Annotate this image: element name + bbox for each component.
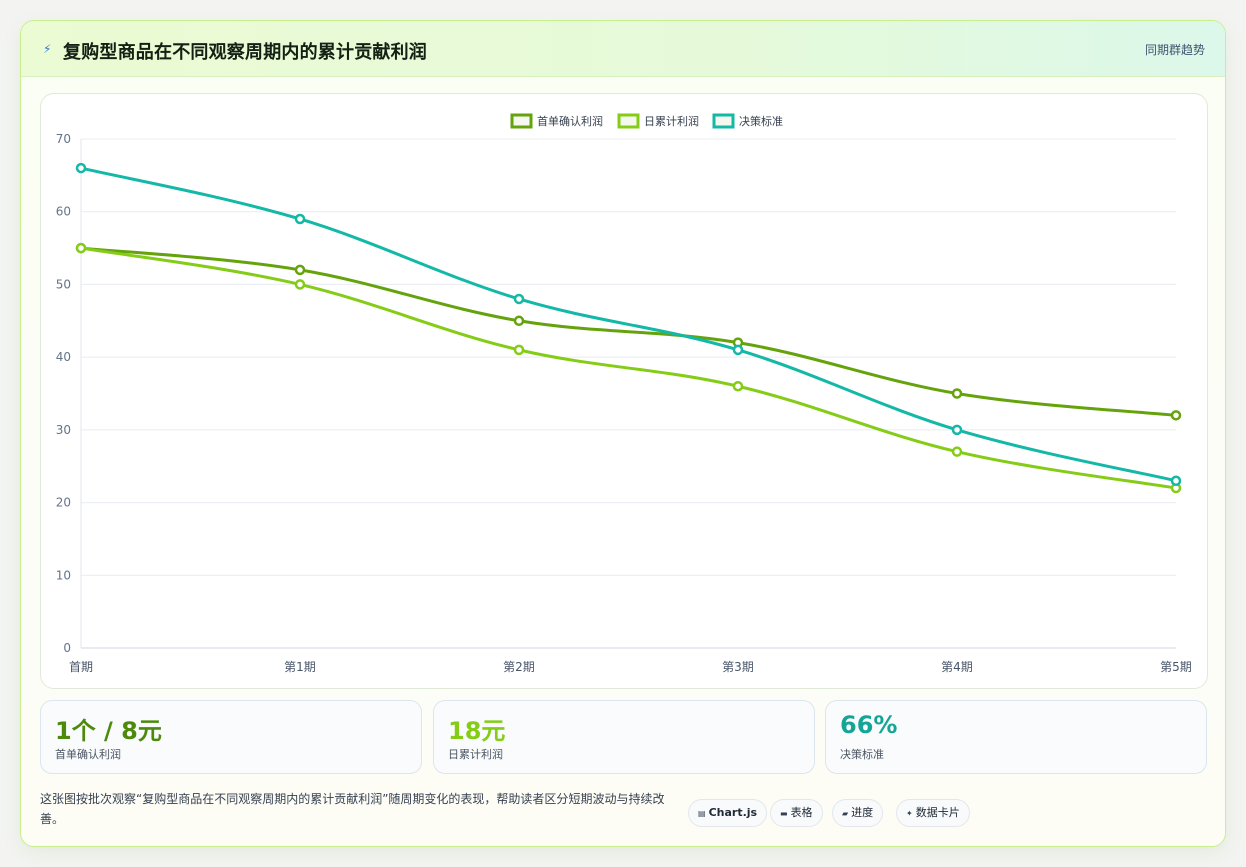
lightning-icon: ⚡ (43, 42, 52, 56)
chip-label: 进度 (851, 806, 874, 819)
data-point (732, 380, 744, 392)
data-point (951, 446, 963, 457)
stat-card-first-order: 1个 / 8元 首单确认利润 (40, 700, 422, 774)
x-tick-label: 第4期 (941, 660, 973, 674)
x-tick-label: 第3期 (722, 660, 754, 674)
chip-progress[interactable]: ▰ 进度 (832, 799, 884, 827)
data-point (294, 213, 306, 225)
legend-label: 日累计利润 (644, 114, 699, 128)
table-icon: ▬ (780, 809, 788, 818)
stat-card-daily: 18元 日累计利润 (433, 700, 815, 774)
x-tick-label: 第1期 (284, 660, 316, 674)
stat-value: 1个 / 8元 (55, 717, 162, 745)
y-tick-label: 10 (56, 568, 71, 582)
chip-table[interactable]: ▬ 表格 (770, 799, 823, 827)
series-line-3 (79, 166, 1178, 483)
chart-panel: 0 10 20 30 40 50 60 70 首期 第1期 第2期 第3期 第4期 第5期 首单确认利润 日累… (40, 93, 1208, 689)
data-point (513, 315, 525, 327)
stat-label: 决策标准 (840, 748, 884, 761)
card-header: ⚡ 复购型商品在不同观察周期内的累计贡献利润 同期群趋势 (21, 21, 1225, 77)
x-tick-label: 首期 (69, 660, 93, 674)
legend-swatch (617, 113, 640, 129)
chart-description: 这张图按批次观察“复购型商品在不同观察周期内的累计贡献利润”随周期变化的表现，帮… (40, 792, 665, 826)
data-point (951, 388, 963, 399)
stat-card-decision: 66% 决策标准 (825, 700, 1207, 774)
data-point (1170, 410, 1182, 421)
y-tick-label: 70 (56, 132, 71, 146)
data-point (1170, 475, 1182, 487)
data-point (294, 264, 306, 276)
data-point (75, 162, 87, 174)
x-tick-label: 第5期 (1160, 660, 1192, 674)
chip-label: 表格 (790, 806, 813, 819)
data-point (513, 293, 525, 305)
y-tick-label: 50 (56, 277, 71, 291)
dashboard-card: ⚡ 复购型商品在不同观察周期内的累计贡献利润 同期群趋势 0 10 20 30 40 50… (20, 20, 1226, 847)
line-chart: 0 10 20 30 40 50 60 70 首期 第1期 第2期 第3期 第4期 第5期 首单确认利润 日累… (56, 113, 1192, 674)
data-point (513, 344, 525, 356)
legend-swatch (510, 113, 533, 129)
cohort-trend-link[interactable]: 同期群趋势 (1144, 43, 1205, 57)
progress-icon: ▰ (842, 809, 849, 818)
chip-data-card[interactable]: ✦ 数据卡片 (896, 799, 970, 827)
y-tick-label: 30 (56, 423, 71, 437)
y-tick-label: 60 (56, 205, 71, 219)
sparkle-icon: ✦ (906, 809, 913, 818)
data-point (75, 242, 87, 254)
y-tick-label: 40 (56, 350, 71, 364)
chip-chartjs[interactable]: ▤ Chart.js (688, 799, 768, 827)
x-tick-label: 第2期 (503, 660, 535, 674)
stat-label: 日累计利润 (448, 748, 503, 761)
chip-label: 数据卡片 (915, 806, 960, 819)
data-point (732, 344, 744, 356)
chart-icon: ▤ (698, 809, 706, 818)
legend-label: 决策标准 (739, 114, 783, 128)
legend-label: 首单确认利润 (537, 114, 603, 128)
data-point (294, 279, 306, 290)
legend-swatch (712, 113, 735, 129)
series-line-1 (79, 246, 1178, 417)
y-tick-label: 0 (63, 641, 71, 655)
y-tick-label: 20 (56, 496, 71, 510)
series-line-2 (79, 246, 1178, 490)
data-point (951, 424, 963, 436)
stat-value: 18元 (448, 717, 506, 745)
chip-label: Chart.js (708, 806, 758, 819)
stat-label: 首单确认利润 (55, 748, 121, 761)
page-title: 复购型商品在不同观察周期内的累计贡献利润 (63, 42, 427, 63)
stat-value: 66% (840, 711, 898, 739)
